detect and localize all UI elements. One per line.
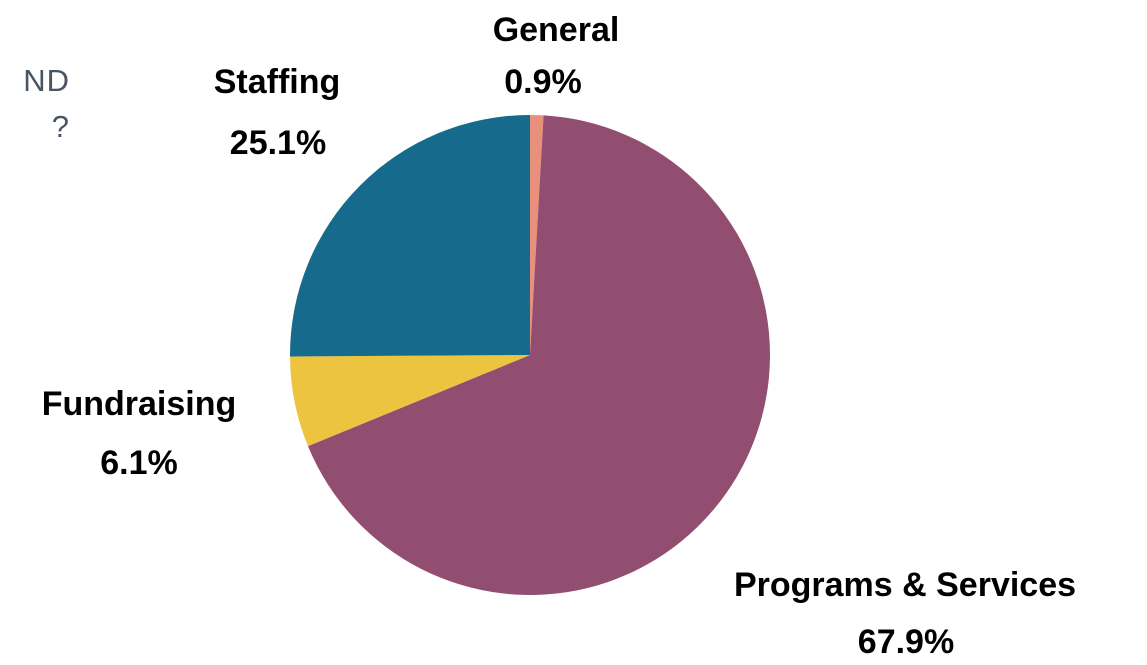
slice-label-fundraising-name: Fundraising [42,385,237,423]
slice-label-general-name: General [493,11,620,49]
heading-fragment: ND ? [0,58,70,150]
slice-label-general-value: 0.9% [504,63,582,101]
pie-slice-general [530,114,544,355]
pie-slices [289,114,770,595]
slice-label-programs-name: Programs & Services [734,566,1076,604]
heading-line-1: ND [23,63,70,98]
pie-slice-programs-services [307,115,770,595]
heading-line-2: ? [51,109,70,144]
slice-label-programs-value: 67.9% [858,623,954,661]
pie-slice-staffing [289,115,530,357]
pie-slice-fundraising [290,355,530,447]
slice-label-fundraising-value: 6.1% [100,444,178,482]
slice-label-staffing-value: 25.1% [230,124,326,162]
slice-label-staffing-name: Staffing [214,63,341,101]
